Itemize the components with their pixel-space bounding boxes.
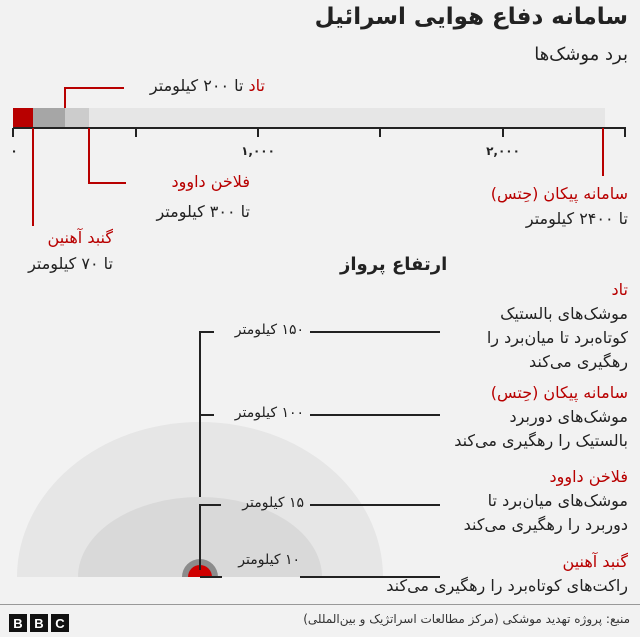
bbc-logo: B B C <box>9 614 69 632</box>
tick <box>624 128 626 137</box>
tick <box>379 128 381 137</box>
range-axis <box>13 127 626 129</box>
desc-line: راکت‌های کوتاه‌برد را رهگیری می‌کند <box>386 576 628 595</box>
thaad-leader <box>64 87 66 108</box>
arrow-range: تا ۲۴۰۰ کیلومتر <box>525 209 628 228</box>
connector-thaad <box>310 331 440 333</box>
davids-sling-leader <box>88 182 126 184</box>
bracket-thaad <box>199 331 214 333</box>
source-note: منبع: پروژه تهدید موشکی (مرکز مطالعات اس… <box>303 612 630 626</box>
altitude-iron-dome: ۱۰ کیلومتر <box>238 552 300 568</box>
desc-title: سامانه پیکان (حِتس) <box>490 383 628 402</box>
thaad-leader <box>64 87 124 89</box>
desc-iron-dome: گنبد آهنین راکت‌های کوتاه‌برد را رهگیری … <box>386 550 628 598</box>
thaad-name: تاد <box>248 76 265 95</box>
range-bar-arrow <box>13 108 605 128</box>
footer-divider <box>0 604 640 605</box>
desc-title: گنبد آهنین <box>562 552 628 571</box>
altitude-thaad: ۱۵۰ کیلومتر <box>234 322 304 338</box>
desc-line: رهگیری می‌کند <box>528 352 628 371</box>
page-title: سامانه دفاع هوایی اسرائیل <box>314 4 628 30</box>
tick-label-0: ۰ <box>10 144 18 158</box>
desc-line: کوتاه‌برد تا میان‌برد را <box>486 328 628 347</box>
tick <box>257 128 259 137</box>
altitude-arrow: ۱۰۰ کیلومتر <box>234 405 304 421</box>
iron-dome-name: گنبد آهنین <box>47 228 113 247</box>
desc-line: دوربرد را رهگیری می‌کند <box>463 515 628 534</box>
desc-line: بالستیک را رهگیری می‌کند <box>454 431 628 450</box>
arrow-leader <box>602 128 604 176</box>
desc-line: موشک‌های بالستیک <box>500 304 628 323</box>
thaad-range-label: تاد تا ۲۰۰ کیلومتر <box>150 74 265 98</box>
thaad-range: تا ۲۰۰ کیلومتر <box>149 76 244 95</box>
desc-line: موشک‌های دوربرد <box>509 407 628 426</box>
altitude-davids-sling: ۱۵ کیلومتر <box>242 495 304 511</box>
connector-arrow <box>310 414 440 416</box>
iron-dome-leader <box>32 128 34 226</box>
bracket-davids-sling <box>199 504 201 570</box>
connector-davids-sling <box>310 504 440 506</box>
desc-title: فلاخن داوود <box>549 467 629 486</box>
tick-label-1000: ۱,۰۰۰ <box>241 144 275 158</box>
arrow-name: سامانه پیکان (حِتس) <box>490 184 628 203</box>
bracket-iron-dome <box>200 576 222 578</box>
desc-title: تاد <box>611 280 628 299</box>
desc-davids-sling: فلاخن داوود موشک‌های میان‌برد تا دوربرد … <box>464 465 628 537</box>
altitude-heading: ارتفاع پرواز <box>340 254 448 275</box>
range-subtitle: برد موشک‌ها <box>534 44 628 65</box>
tick-label-2000: ۲,۰۰۰ <box>486 144 520 158</box>
iron-dome-range: تا ۷۰ کیلومتر <box>28 254 113 273</box>
bracket-davids-sling <box>199 504 221 506</box>
tick <box>135 128 137 137</box>
bracket-arrow <box>199 414 214 416</box>
davids-sling-range: تا ۳۰۰ کیلومتر <box>156 202 250 221</box>
desc-line: موشک‌های میان‌برد تا <box>487 491 628 510</box>
bracket-thaad <box>199 331 201 422</box>
tick <box>502 128 504 137</box>
desc-arrow: سامانه پیکان (حِتس) موشک‌های دوربرد بالس… <box>454 381 628 453</box>
davids-sling-name: فلاخن داوود <box>171 172 251 191</box>
davids-sling-leader <box>88 128 90 184</box>
iron-dome-core <box>188 565 212 577</box>
range-bar-iron-dome <box>13 108 33 128</box>
tick <box>12 128 14 137</box>
connector-iron-dome <box>300 576 440 578</box>
bracket-arrow <box>199 414 201 497</box>
desc-thaad: تاد موشک‌های بالستیک کوتاه‌برد تا میان‌ب… <box>487 278 628 374</box>
